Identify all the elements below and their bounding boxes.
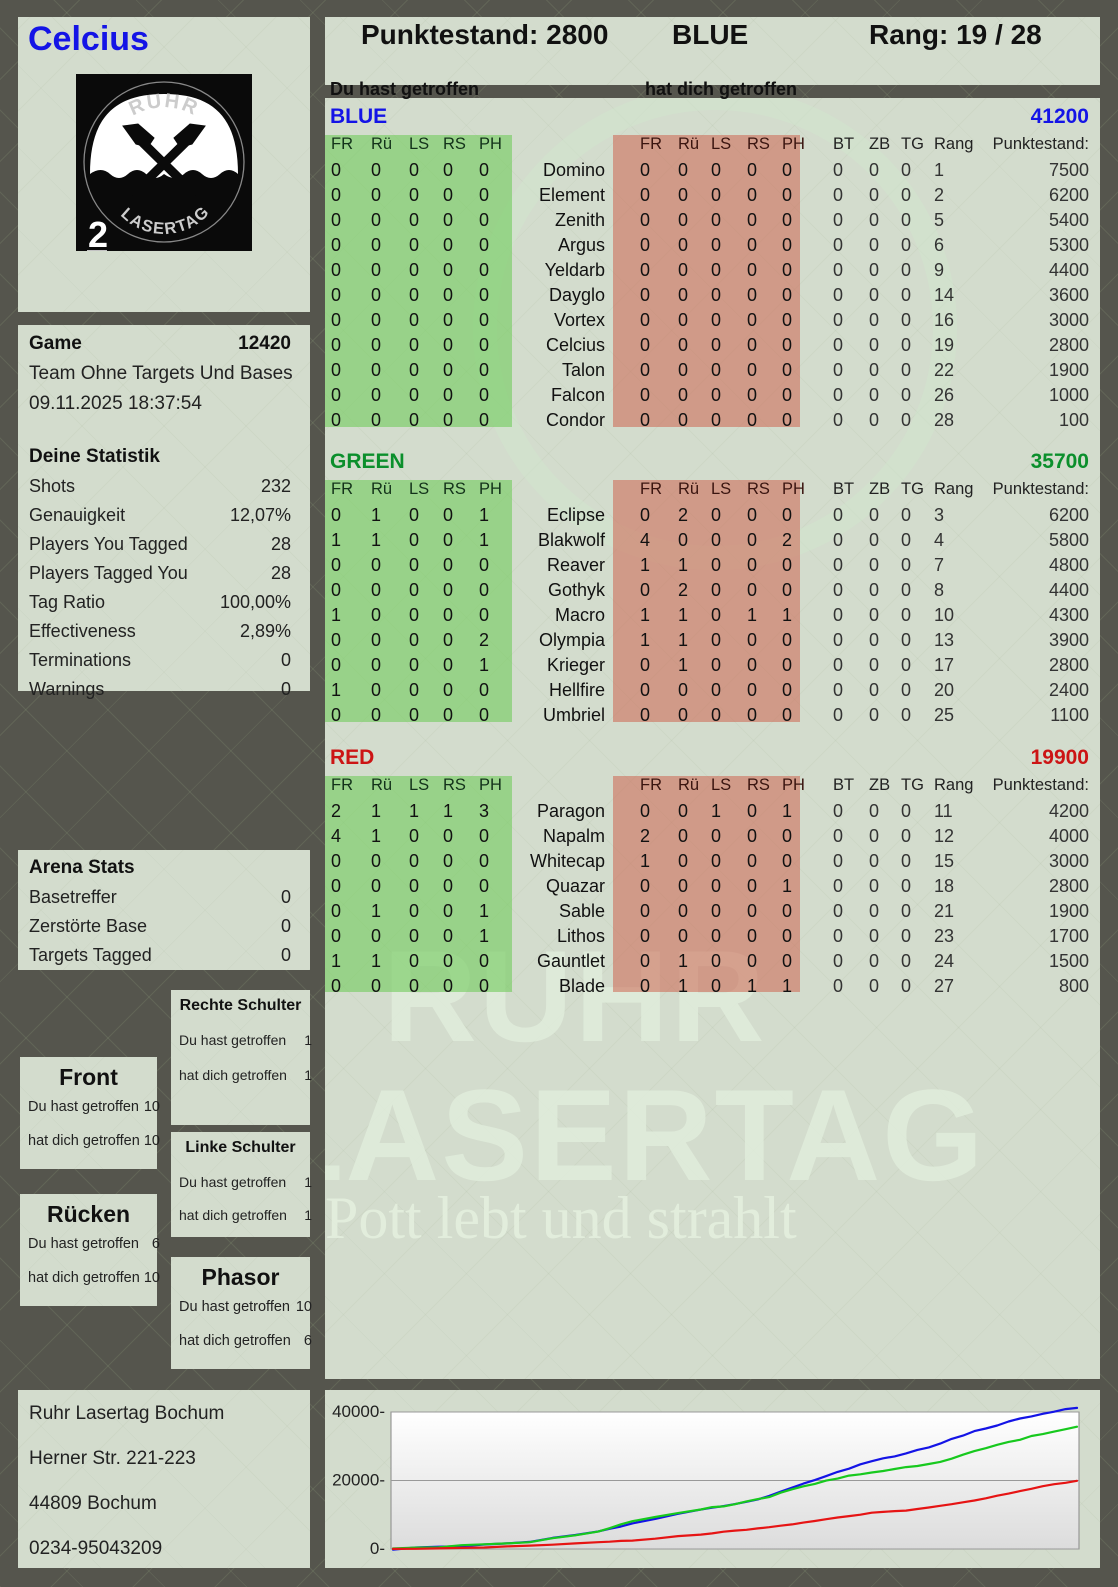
svg-text:20000-: 20000-	[332, 1471, 385, 1490]
svg-text:2: 2	[88, 214, 108, 251]
svg-text:0-: 0-	[370, 1539, 385, 1558]
svg-text:40000-: 40000-	[332, 1402, 385, 1421]
